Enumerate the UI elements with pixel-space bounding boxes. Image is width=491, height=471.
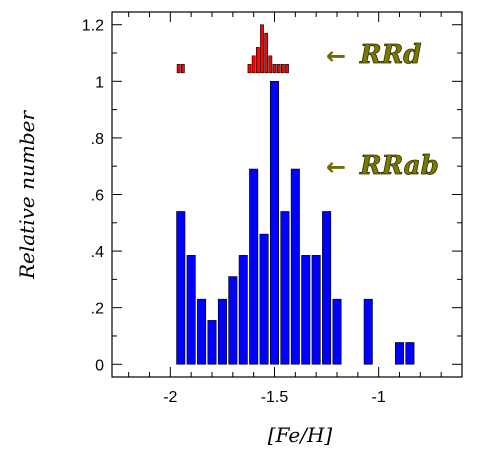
rrab-bar [186, 255, 196, 365]
rrd-bar [255, 47, 260, 74]
y-tick-label: 1 [95, 74, 104, 91]
rrab-bar [217, 298, 227, 365]
rrd-bar [247, 64, 252, 74]
rrab-bar [363, 298, 373, 365]
rrab-bar [394, 342, 405, 365]
rrab-bar [197, 298, 207, 365]
rrab-bar [311, 255, 321, 365]
rrd-bar [251, 55, 256, 74]
rrd-annotation: ← RRd [326, 40, 422, 71]
rrab-bar [269, 81, 280, 365]
rrab-bar [238, 255, 248, 365]
rrab-bar [405, 342, 415, 365]
rrab-bar [332, 298, 342, 365]
rrd-bar [268, 55, 273, 74]
rrd-bar [264, 32, 269, 74]
rrab-bars [176, 81, 415, 365]
y-tick-label: 1.2 [82, 18, 104, 35]
rrab-bar [301, 255, 311, 365]
rrab-bar [280, 211, 290, 365]
rrd-bar [260, 24, 264, 74]
tick-labels: -2 -1.5 -1 0 .2 .4 .6 .8 1 1.2 [82, 18, 386, 406]
y-tick-label: 0 [95, 357, 104, 374]
y-tick-label: .2 [91, 301, 104, 318]
rrd-bar [272, 64, 277, 74]
rrab-bar [207, 320, 217, 365]
rrd-annotation-label: RRd [359, 40, 421, 70]
rrd-bar [180, 64, 185, 74]
y-tick-label: .4 [91, 244, 104, 261]
x-tick-label: -1 [372, 389, 386, 406]
rrab-bar [259, 233, 269, 365]
rrd-bar [276, 64, 281, 74]
rrab-bar [322, 211, 332, 365]
x-tick-label: -1.5 [261, 389, 289, 406]
rrab-annotation: ← RRab [326, 151, 439, 182]
rrab-bar [228, 276, 238, 365]
rrab-arrow: ← [326, 153, 346, 181]
x-axis-title: [Fe/H] [268, 423, 333, 447]
rrd-bar [280, 64, 285, 74]
axis-ticks [112, 12, 463, 377]
rrd-bar [285, 64, 289, 74]
x-tick-label: -2 [163, 389, 177, 406]
rrd-arrow: ← [326, 42, 346, 70]
rrab-annotation-label: RRab [359, 151, 439, 181]
rrab-bar [176, 211, 186, 365]
y-tick-label: .8 [91, 131, 104, 148]
y-axis-title: Relative number [15, 110, 39, 281]
rrab-bar [249, 168, 259, 365]
rrab-bar [290, 168, 300, 365]
rrd-bars [176, 24, 289, 74]
rrd-bar [176, 64, 181, 74]
y-tick-label: .6 [91, 188, 104, 205]
